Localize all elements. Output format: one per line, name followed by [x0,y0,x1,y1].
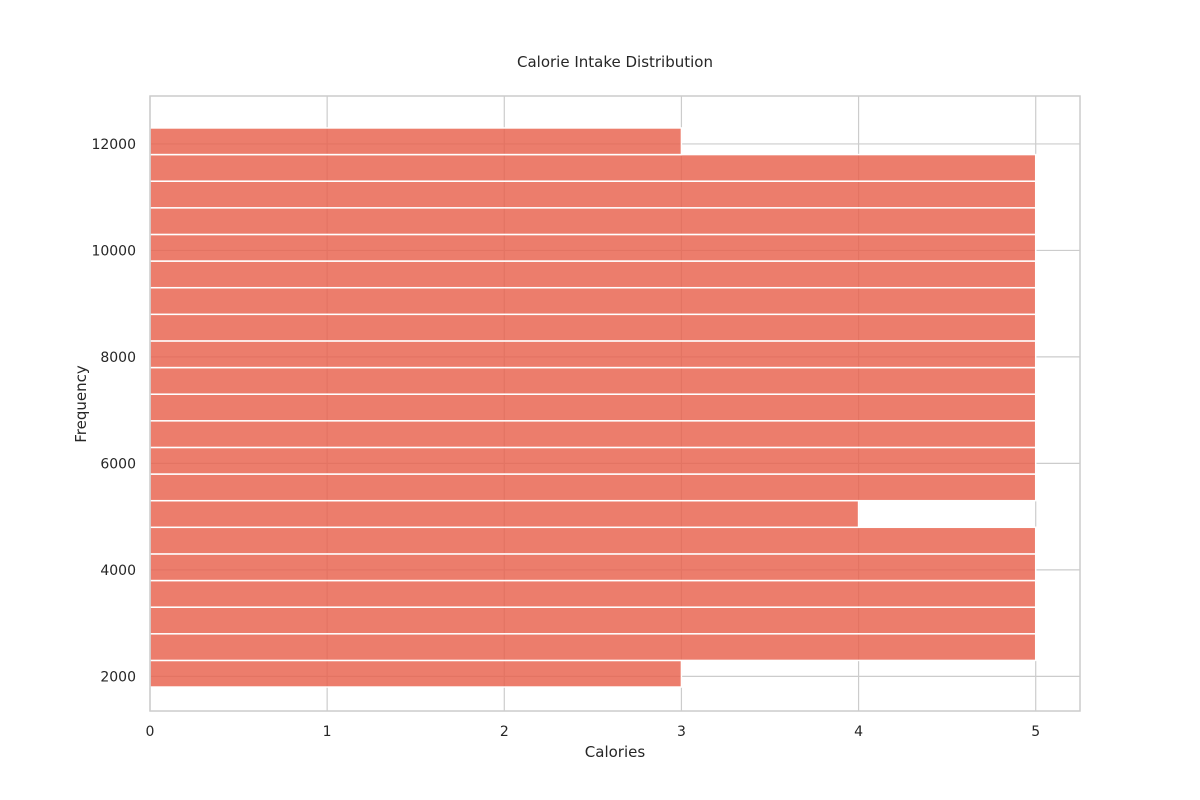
histogram-bar [149,127,683,156]
x-tick-label: 5 [1031,724,1040,740]
histogram-bar [149,313,1037,342]
histogram-bar [149,180,1037,209]
y-tick-label: 12000 [91,137,136,153]
y-tick-label: 6000 [100,456,136,472]
histogram-bar [149,633,1037,662]
histogram-bar [149,233,1037,262]
histogram-bar [149,286,1037,316]
x-tick-label: 0 [146,724,155,740]
histogram-bar [149,446,1037,475]
histogram-bar [149,366,1037,395]
x-tick-label: 4 [854,724,863,740]
chart-title: Calorie Intake Distribution [517,53,713,71]
histogram-bar [149,499,860,529]
histogram-bar [149,207,1037,236]
x-tick-label: 1 [323,724,332,740]
histogram-bar [149,393,1037,422]
histogram-bar [149,526,1037,555]
histogram-bar [149,340,1037,369]
histogram-bar [149,579,1037,608]
ticks-layer: 0 1 2 3 4 5 2000 4000 6000 8000 10000 12000 [91,137,1040,740]
histogram-bar [149,260,1037,289]
histogram-bar [149,420,1037,449]
histogram-bar [149,553,1037,582]
x-tick-label: 3 [677,724,686,740]
y-tick-label: 8000 [100,350,136,366]
y-axis-title: Frequency [72,365,90,443]
x-tick-label: 2 [500,724,509,740]
histogram-bar [149,473,1037,502]
bars-layer [149,127,1037,688]
y-tick-label: 2000 [100,669,136,685]
x-axis-title: Calories [585,743,646,761]
histogram-bar [149,659,683,688]
y-tick-label: 10000 [91,243,136,259]
y-tick-label: 4000 [100,563,136,579]
histogram-bar [149,606,1037,635]
histogram-bar [149,153,1037,182]
plot-frame [149,95,1081,712]
